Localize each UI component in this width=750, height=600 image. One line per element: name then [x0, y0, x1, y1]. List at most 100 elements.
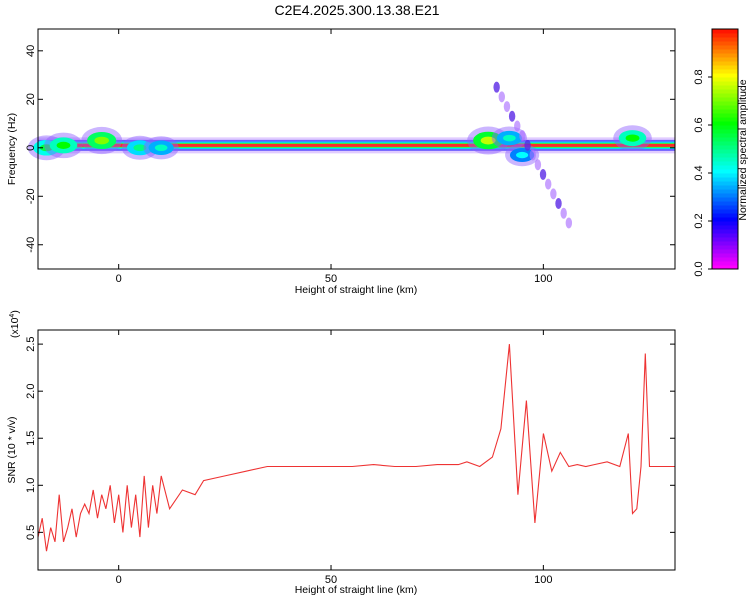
snr-series-line	[38, 344, 675, 552]
spectrogram-blob	[56, 141, 71, 149]
spectrogram-content	[27, 81, 675, 229]
spectrogram-ytick-label: 40	[25, 45, 37, 57]
colorbar-label: Normalized spectral amplitude	[737, 79, 749, 220]
spectrogram-ticks: 0 50 100 -40 -20 0 20 40	[25, 29, 675, 285]
colorbar-block	[712, 253, 738, 258]
spectrogram-blob	[503, 134, 516, 142]
spectrogram-ridge-band	[38, 143, 675, 147]
spectrogram-panel: 0 50 100 -40 -20 0 20 40 Height of straight lin…	[6, 28, 676, 296]
colorbar-block	[712, 73, 738, 78]
spectrogram-streak-dot	[550, 188, 557, 200]
colorbar-ticks: 0.0 0.2 0.4 0.6 0.8	[693, 69, 712, 277]
snr-xtick-label: 100	[534, 574, 552, 586]
snr-ytick-label: 2.0	[25, 384, 37, 399]
spectrogram-blob	[154, 144, 168, 152]
colorbar-block	[712, 61, 738, 66]
colorbar-block	[712, 265, 738, 270]
colorbar-block	[712, 153, 738, 158]
colorbar-block	[712, 65, 738, 70]
colorbar-block	[712, 141, 738, 146]
colorbar-tick-label: 0.2	[693, 213, 705, 228]
colorbar-block	[712, 249, 738, 254]
snr-ylabel: SNR (10 * v/v)	[6, 416, 18, 483]
colorbar-block	[712, 197, 738, 202]
colorbar-block	[712, 125, 738, 130]
colorbar-block	[712, 57, 738, 62]
spectrogram-xtick-label: 50	[325, 273, 337, 285]
spectrogram-streak-dot	[514, 120, 521, 132]
colorbar-block	[712, 217, 738, 222]
snr-xtick-label: 0	[116, 574, 122, 586]
snr-ytick-label: 0.5	[25, 525, 37, 540]
spectrogram-streak-dot	[534, 159, 542, 171]
colorbar-block	[712, 177, 738, 182]
spectrogram-streak-dot	[529, 149, 536, 161]
spectrogram-streak-dot	[493, 81, 500, 93]
colorbar-block	[712, 33, 738, 38]
colorbar-block	[712, 261, 738, 266]
colorbar-block	[712, 237, 738, 242]
colorbar-block	[712, 221, 738, 226]
colorbar-tick-label: 0.0	[693, 261, 705, 276]
snr-ytick-label: 1.5	[25, 431, 37, 446]
snr-ytick-label: 1.0	[25, 478, 37, 493]
spectrogram-streak-dot	[519, 130, 526, 142]
spectrogram-streak-dot	[565, 217, 573, 229]
colorbar-block	[712, 53, 738, 58]
colorbar-block	[712, 185, 738, 190]
colorbar-block	[712, 137, 738, 142]
colorbar-block	[712, 169, 738, 174]
spectrogram-blob	[94, 136, 109, 145]
spectrogram-xtick-label: 0	[116, 273, 122, 285]
colorbar-block	[712, 77, 738, 82]
colorbar-block	[712, 129, 738, 134]
colorbar-block	[712, 49, 738, 54]
colorbar-gradient	[711, 28, 739, 270]
colorbar-block	[712, 121, 738, 126]
colorbar-block	[712, 257, 738, 262]
colorbar-block	[712, 165, 738, 170]
snr-xtick-label: 50	[325, 574, 337, 586]
snr-ytick-label: 2.5	[25, 336, 37, 351]
colorbar-block	[712, 209, 738, 214]
colorbar-block	[712, 189, 738, 194]
spectrogram-ytick-label: -20	[25, 188, 37, 204]
colorbar-block	[712, 113, 738, 118]
colorbar-block	[712, 245, 738, 250]
spectrogram-xtick-label: 100	[534, 273, 552, 285]
snr-panel: 0 50 100 0.5 1.0 1.5 2.0 2.5 Height of straight…	[6, 310, 676, 596]
colorbar-block	[712, 37, 738, 42]
colorbar-block	[712, 205, 738, 210]
colorbar-block	[712, 93, 738, 98]
colorbar-block	[712, 193, 738, 198]
colorbar-tick-label: 0.6	[693, 117, 705, 132]
spectrogram-blob	[516, 151, 529, 159]
colorbar-block	[712, 225, 738, 230]
colorbar-block	[712, 233, 738, 238]
colorbar-block	[712, 109, 738, 114]
spectrogram-ytick-label: -40	[25, 237, 37, 253]
spectrogram-blob	[133, 144, 147, 152]
colorbar-tick-label: 0.8	[693, 69, 705, 84]
spectrogram-streak-dot	[498, 91, 505, 103]
colorbar-block	[712, 201, 738, 206]
colorbar-block	[712, 85, 738, 90]
colorbar-block	[712, 69, 738, 74]
colorbar-block	[712, 45, 738, 50]
colorbar-block	[712, 133, 738, 138]
spectrogram-streak-dot	[545, 178, 552, 190]
colorbar-block	[712, 97, 738, 102]
spectrogram-xlabel: Height of straight line (km)	[295, 284, 418, 296]
spectrogram-blob	[625, 134, 640, 142]
colorbar-tick-label: 0.4	[693, 165, 705, 180]
spectrogram-streak-dot	[508, 110, 516, 122]
colorbar-block	[712, 157, 738, 162]
colorbar-block	[712, 101, 738, 106]
spectrogram-streak-dot	[560, 207, 567, 219]
figure-title: C2E4.2025.300.13.38.E21	[274, 2, 439, 18]
colorbar-block	[712, 181, 738, 186]
colorbar-block	[712, 213, 738, 218]
colorbar-frame	[711, 28, 739, 270]
spectrogram-ylabel: Frequency (Hz)	[6, 113, 18, 185]
